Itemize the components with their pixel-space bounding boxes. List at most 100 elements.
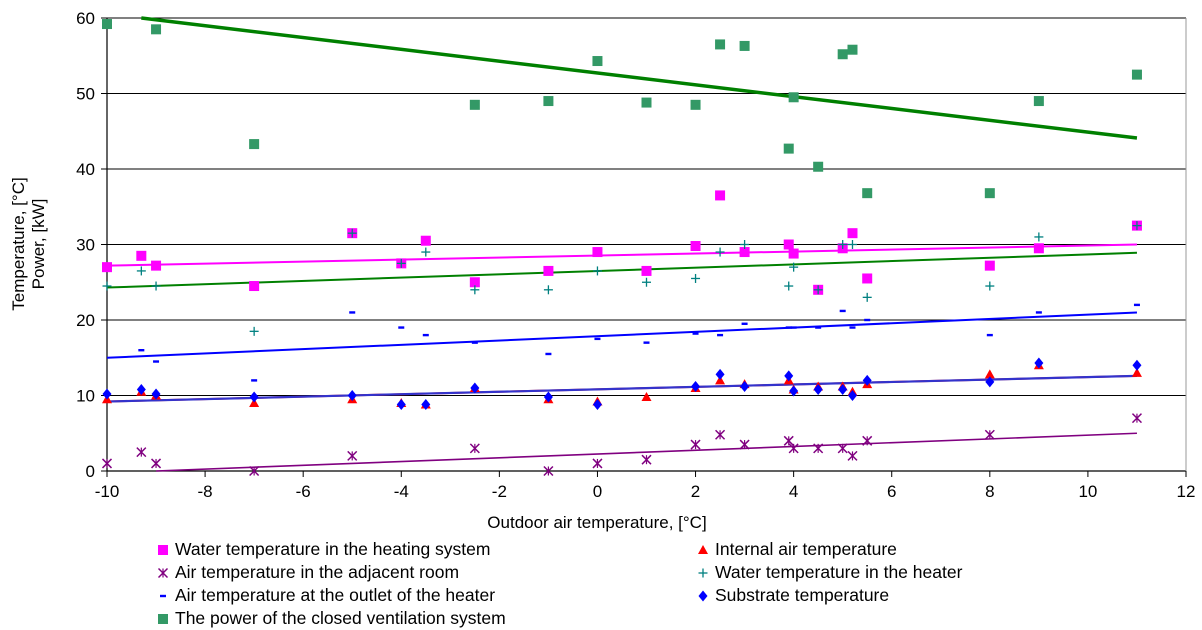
y-tick-label: 20 <box>76 311 95 330</box>
data-point <box>784 370 794 382</box>
data-point <box>545 352 552 356</box>
data-point <box>151 281 161 291</box>
data-point <box>643 341 650 344</box>
data-point <box>788 92 799 103</box>
data-point <box>470 382 480 394</box>
x-tick-label: 6 <box>887 482 896 501</box>
x-tick-label: 8 <box>985 482 994 501</box>
data-point <box>984 188 995 199</box>
data-point <box>1131 69 1142 80</box>
data-point <box>739 439 750 450</box>
legend-label: Water temperature in the heater <box>715 561 963 582</box>
data-point <box>986 333 993 337</box>
legend-item: Air temperature in the adjacent room <box>153 561 459 583</box>
data-point <box>592 458 603 469</box>
data-point <box>849 326 856 329</box>
x-tick-label: 10 <box>1078 482 1097 501</box>
data-point <box>789 262 799 272</box>
data-point <box>396 399 406 411</box>
data-point <box>862 435 873 446</box>
data-point <box>789 385 799 397</box>
data-point <box>690 241 701 252</box>
data-point <box>102 388 112 400</box>
legend-symbol <box>698 568 708 578</box>
x-tick-label: -8 <box>198 482 213 501</box>
legend-label: Substrate temperature <box>715 584 890 605</box>
data-point <box>469 443 480 454</box>
data-point <box>469 277 480 288</box>
x-tick-label: 0 <box>593 482 602 501</box>
data-point <box>1033 96 1044 107</box>
legend-item: The power of the closed ventilation syst… <box>153 607 506 629</box>
legend-marker <box>158 614 168 624</box>
x-axis-title: Outdoor air temperature, [°C] <box>487 513 706 532</box>
data-point <box>153 360 160 363</box>
data-point <box>151 260 162 271</box>
legend-label: Water temperature in the heating system <box>175 538 491 559</box>
legend-marker <box>158 545 168 555</box>
data-point <box>1034 232 1044 242</box>
legend-item: Substrate temperature <box>693 584 889 606</box>
data-point <box>985 281 995 291</box>
data-point <box>985 376 995 388</box>
data-point <box>813 285 823 295</box>
data-point <box>740 240 750 249</box>
trend-line <box>141 16 1138 140</box>
data-point <box>102 262 112 273</box>
data-point <box>715 39 726 50</box>
data-point <box>984 260 995 271</box>
data-point <box>847 240 857 249</box>
data-point <box>420 235 431 246</box>
legend-marker <box>698 590 708 602</box>
x-tick-label: 12 <box>1177 482 1196 501</box>
x-tick-label: -2 <box>492 482 507 501</box>
data-point <box>715 429 726 440</box>
y-tick-label: 50 <box>76 85 95 104</box>
data-point <box>790 326 797 329</box>
data-point <box>813 383 823 395</box>
data-point <box>594 337 601 341</box>
legend-marker <box>157 567 169 579</box>
legend-label: Air temperature in the adjacent room <box>175 561 460 582</box>
data-point <box>136 383 146 395</box>
data-point <box>347 390 357 401</box>
data-point <box>788 248 799 259</box>
data-point <box>690 99 701 110</box>
data-point <box>1133 303 1140 307</box>
data-point <box>349 311 356 314</box>
legend-symbol <box>698 545 708 554</box>
data-point <box>838 240 848 249</box>
legend-symbol <box>158 614 168 624</box>
data-point <box>101 458 113 469</box>
series-7 <box>102 19 1142 199</box>
data-point <box>102 281 112 291</box>
data-point <box>1034 357 1044 369</box>
x-tick-label: -4 <box>394 482 409 501</box>
data-point <box>641 454 652 465</box>
data-point <box>469 99 480 110</box>
legend-item: Water temperature in the heater <box>693 561 962 583</box>
data-point <box>715 247 725 257</box>
legend-symbol <box>698 590 708 602</box>
x-tick-label: 2 <box>691 482 700 501</box>
y-tick-label: 40 <box>76 160 95 179</box>
series-6 <box>102 357 1142 411</box>
data-point <box>837 49 848 60</box>
data-point <box>592 247 603 258</box>
data-point <box>813 443 824 454</box>
y-tick-label: 10 <box>76 387 95 406</box>
trend-line <box>106 243 1137 267</box>
y-tick-label: 30 <box>76 236 95 255</box>
data-point <box>347 450 358 461</box>
data-point <box>102 19 112 30</box>
legend-label: Air temperature at the outlet of the hea… <box>175 584 496 605</box>
data-point <box>788 443 799 454</box>
data-point <box>249 398 260 408</box>
data-point <box>784 281 794 291</box>
data-point <box>862 374 872 386</box>
data-point <box>815 326 822 329</box>
data-point <box>783 143 794 154</box>
y-axis-title-line: Temperature, [°C] <box>9 177 28 310</box>
data-points <box>101 19 1142 477</box>
chart: -10 -8 -6 -4 -2 0 2 4 6 8 10 12 0 10 20 30 40 50 60 Outdoo… <box>9 9 1196 532</box>
